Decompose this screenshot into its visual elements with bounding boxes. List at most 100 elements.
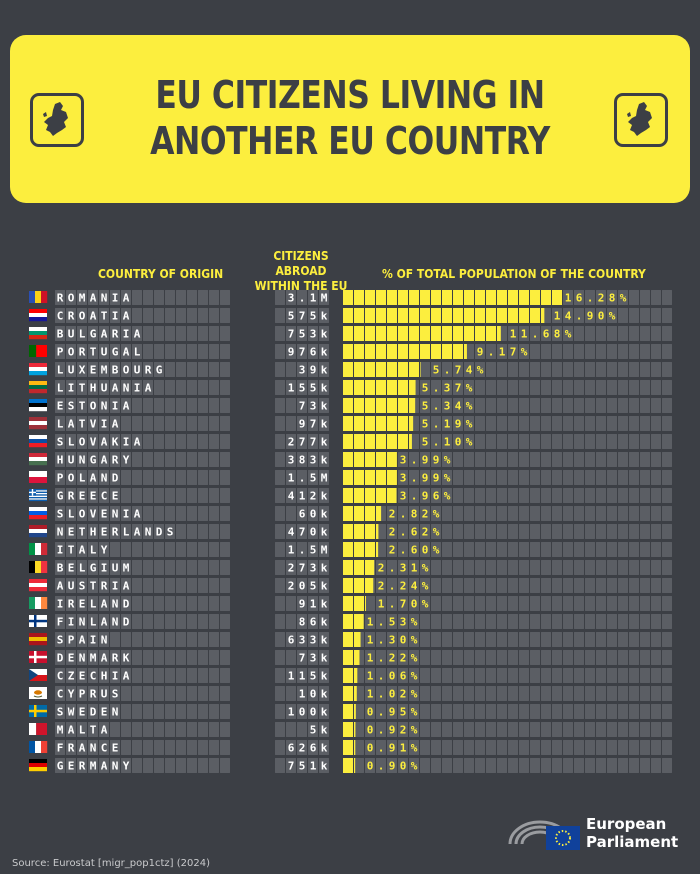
flap-cell (607, 560, 617, 575)
flap-cell (563, 506, 573, 521)
flap-cell (442, 434, 452, 449)
bar-fill-cell (354, 470, 364, 485)
flap-cell (319, 596, 329, 611)
flap-cell (431, 416, 441, 431)
flap-cell (319, 560, 329, 575)
flap-cell (574, 704, 584, 719)
flap-cell (121, 722, 131, 737)
flap-cell (475, 524, 485, 539)
flap-cell (662, 650, 672, 665)
bar-fill-cell (343, 578, 353, 593)
flap-cell (209, 578, 219, 593)
flap-cell (154, 596, 164, 611)
flap-cell (198, 686, 208, 701)
flap-cell (99, 506, 109, 521)
flap-cell (442, 578, 452, 593)
bar (343, 722, 672, 737)
flap-cell (640, 524, 650, 539)
bar-fill-cell (354, 560, 364, 575)
flap-cell (662, 434, 672, 449)
flap-cell (110, 758, 120, 773)
flap-cell (640, 650, 650, 665)
flap-cell (176, 740, 186, 755)
flap-cell (541, 668, 551, 683)
flap-cell (530, 704, 540, 719)
bar-fill-cell (354, 344, 364, 359)
pct-data-label: 2. 6 0% (389, 544, 440, 557)
bar-fill-cell (519, 290, 529, 305)
flap-cell (508, 686, 518, 701)
flap-cell (77, 614, 87, 629)
flap-cell (508, 542, 518, 557)
flap-cell (420, 452, 430, 467)
flap-cell (629, 668, 639, 683)
flap-cell (596, 704, 606, 719)
flap-cell (486, 722, 496, 737)
flap-cell (209, 398, 219, 413)
flap-cell (198, 614, 208, 629)
flap-cell (585, 632, 595, 647)
flap-cell (220, 632, 230, 647)
flap-cell (121, 596, 131, 611)
bar-fill-cell (343, 344, 353, 359)
flap-cell (132, 704, 142, 719)
flap-cell (308, 380, 318, 395)
flap-cell (143, 650, 153, 665)
flap-cell (187, 596, 197, 611)
flap-cell (618, 344, 628, 359)
flap-cell (552, 740, 562, 755)
flap-cell (596, 578, 606, 593)
flap-cell (618, 758, 628, 773)
flap-cell (453, 560, 463, 575)
flap-cell (110, 650, 120, 665)
flap-cell (77, 722, 87, 737)
flap-cell (552, 560, 562, 575)
flap-cell (176, 380, 186, 395)
flap-cell (297, 758, 307, 773)
bar-fill-cell (354, 632, 361, 647)
flap-cell (365, 740, 375, 755)
flap-cell (132, 578, 142, 593)
flap-cell (376, 524, 386, 539)
country-flag-icon (29, 471, 47, 483)
flap-cell (508, 596, 518, 611)
flap-cell (629, 488, 639, 503)
flap-cell (297, 344, 307, 359)
flap-cell (508, 614, 518, 629)
flap-cell (453, 380, 463, 395)
bar-fill-cell (387, 470, 397, 485)
flap-cell (132, 290, 142, 305)
flap-cell (143, 596, 153, 611)
flap-cell (563, 632, 573, 647)
flap-cell (176, 758, 186, 773)
flap-cell (297, 722, 307, 737)
flap-cell (319, 632, 329, 647)
country-flag-icon (29, 669, 47, 681)
flap-cell (220, 452, 230, 467)
flap-cell (431, 650, 441, 665)
org-line-1: European (586, 815, 667, 833)
flap-cell (607, 686, 617, 701)
flap-cell (607, 740, 617, 755)
flap-cell (220, 596, 230, 611)
flap-cell (651, 380, 661, 395)
flap-cell (143, 362, 153, 377)
bar (343, 452, 672, 467)
flap-cell (497, 614, 507, 629)
flap-cell (541, 326, 551, 341)
flap-cell (453, 650, 463, 665)
flap-cell (209, 434, 219, 449)
flap-cell (629, 290, 639, 305)
flap-cell (110, 470, 120, 485)
flap-cell (640, 632, 650, 647)
flap-cell (420, 434, 430, 449)
flap-cell (198, 416, 208, 431)
flap-cell (209, 344, 219, 359)
flap-cell (464, 560, 474, 575)
flap-cell (275, 416, 285, 431)
